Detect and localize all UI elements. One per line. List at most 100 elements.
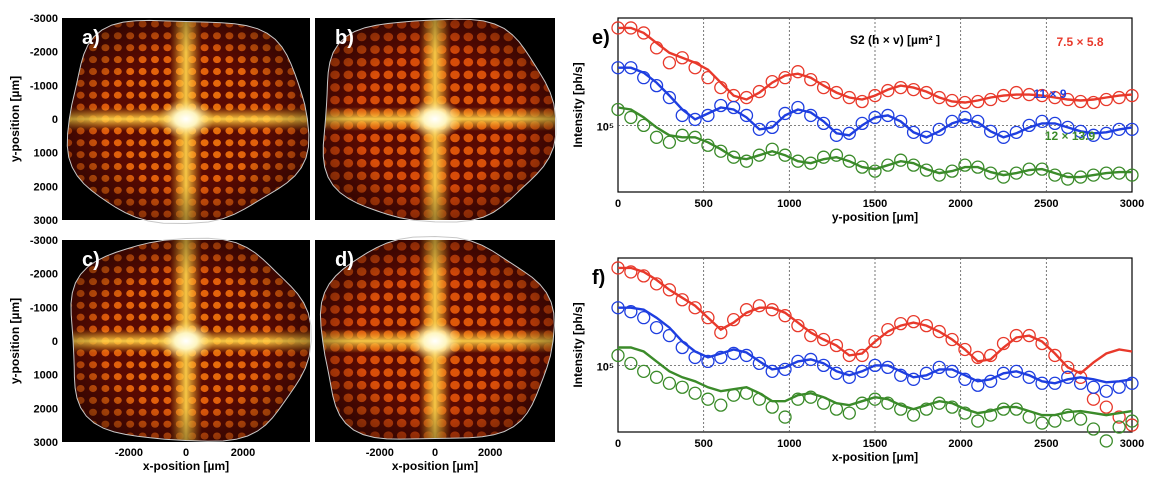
data-point xyxy=(881,360,895,375)
data-point xyxy=(791,354,805,369)
x-tick-label: 0 xyxy=(615,198,621,210)
data-point xyxy=(842,90,856,105)
x-tick-label: 1500 xyxy=(863,438,887,450)
data-point xyxy=(881,396,895,410)
data-point xyxy=(714,325,728,340)
y-axis-label: Intensity [ph/s] xyxy=(571,62,585,147)
data-point xyxy=(984,124,998,138)
data-point xyxy=(752,392,766,406)
data-point xyxy=(765,364,779,378)
data-point xyxy=(894,114,908,129)
series-2 xyxy=(611,102,1139,186)
data-point xyxy=(778,148,792,162)
data-point xyxy=(1048,90,1062,105)
data-point xyxy=(1125,414,1139,428)
data-point xyxy=(1022,328,1036,343)
data-point xyxy=(816,116,831,131)
aperture-outline xyxy=(322,18,557,223)
data-point xyxy=(791,154,805,168)
x-tick-label: 500 xyxy=(694,198,712,210)
x-axis-label: x-position [µm] xyxy=(832,450,918,464)
x-tick-label: 500 xyxy=(694,438,712,450)
y-tick-label: 10⁵ xyxy=(597,121,614,133)
y-axis-label: y-position [µm] xyxy=(8,298,22,384)
data-point xyxy=(971,378,985,392)
data-point xyxy=(688,350,702,365)
data-point xyxy=(765,142,779,156)
data-point xyxy=(1073,124,1088,138)
data-point xyxy=(1099,400,1113,414)
data-point xyxy=(855,116,869,131)
data-point xyxy=(1086,380,1101,394)
series-label: 11 × 9 xyxy=(1033,87,1066,101)
data-point xyxy=(906,82,921,97)
data-point xyxy=(714,144,728,158)
data-point xyxy=(868,164,882,178)
data-point xyxy=(984,166,998,180)
data-point xyxy=(906,125,921,139)
y-tick-label: 1000 xyxy=(34,370,58,382)
panel-label: c) xyxy=(82,249,100,271)
y-tick-label: -1000 xyxy=(30,80,58,92)
edge-vignette xyxy=(71,240,310,442)
data-point xyxy=(662,376,677,390)
data-point xyxy=(958,372,972,386)
data-point xyxy=(804,328,818,343)
data-point xyxy=(675,51,689,65)
panel-label: b) xyxy=(335,27,354,49)
aperture-outline xyxy=(319,235,555,440)
data-point xyxy=(971,414,985,428)
aperture-outline xyxy=(66,19,310,225)
x-tick-label: 2000 xyxy=(948,198,972,210)
data-point xyxy=(881,108,895,123)
data-point xyxy=(1048,116,1062,131)
data-point xyxy=(765,303,779,317)
data-point xyxy=(624,61,638,75)
data-point xyxy=(624,110,638,125)
data-point xyxy=(919,318,934,333)
edge-vignette xyxy=(320,240,555,440)
data-point xyxy=(804,156,818,170)
data-point xyxy=(906,408,921,422)
data-point xyxy=(1022,370,1036,384)
y-tick-label: 3000 xyxy=(34,215,58,227)
data-point xyxy=(971,114,985,129)
y-tick-label: -2000 xyxy=(30,47,58,59)
data-point xyxy=(932,324,946,339)
data-point xyxy=(714,80,728,95)
data-point xyxy=(1099,126,1113,140)
data-point xyxy=(984,348,998,363)
data-point xyxy=(945,93,959,108)
data-point xyxy=(855,396,869,410)
data-point xyxy=(675,380,689,394)
data-point xyxy=(1112,380,1126,394)
data-point xyxy=(842,370,856,384)
data-point xyxy=(1099,166,1113,180)
data-point xyxy=(649,130,664,144)
data-point xyxy=(675,340,689,355)
data-point xyxy=(714,398,728,412)
x-tick-label: -2000 xyxy=(366,447,394,459)
data-point xyxy=(688,61,702,75)
data-point xyxy=(662,90,677,105)
data-point xyxy=(984,408,998,422)
data-point xyxy=(906,158,921,172)
data-point xyxy=(842,406,856,420)
data-point xyxy=(829,366,844,380)
data-point xyxy=(1099,384,1113,398)
data-point xyxy=(945,164,959,178)
data-point xyxy=(1112,166,1126,180)
data-point xyxy=(894,316,908,331)
data-point xyxy=(894,402,908,416)
x-tick-label: 2500 xyxy=(1034,198,1058,210)
data-point xyxy=(1035,162,1049,176)
data-point xyxy=(1035,416,1049,430)
data-point xyxy=(894,153,908,167)
data-point xyxy=(894,368,908,382)
x-tick-label: 0 xyxy=(615,438,621,450)
data-point xyxy=(624,265,638,279)
data-point xyxy=(829,402,844,416)
data-point xyxy=(727,100,741,115)
data-point xyxy=(752,148,766,162)
data-point xyxy=(611,102,625,117)
